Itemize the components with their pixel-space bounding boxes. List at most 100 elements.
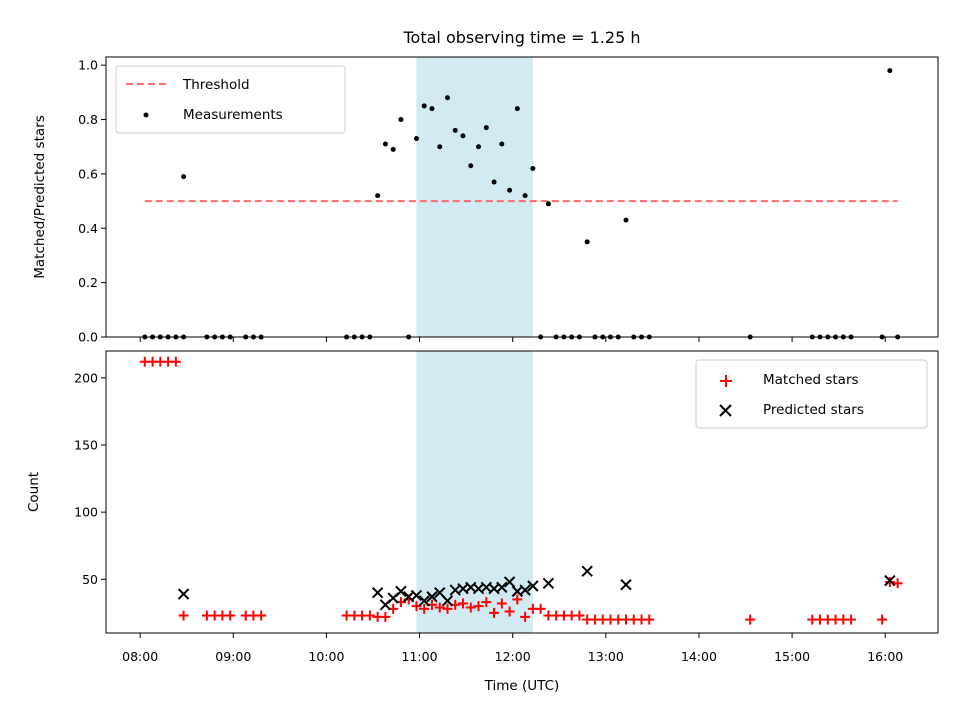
observing-window-span <box>416 57 533 337</box>
matched-star-point <box>535 603 546 614</box>
bottom-legend-box <box>695 359 928 429</box>
measurement-point <box>382 141 388 147</box>
bottom-axes-frame <box>105 350 939 634</box>
predicted-star-point <box>371 587 384 599</box>
matched-star-point <box>496 598 507 609</box>
bottom-x-ticks: 08:00 09:00 10:00 11:00 12:00 13:00 14:00 15:00… <box>122 633 903 664</box>
y-tick-label: 0.8 <box>78 112 98 127</box>
measurement-point <box>476 144 482 150</box>
x-tick-label: 12:00 <box>495 649 531 664</box>
measurement-point <box>887 68 893 74</box>
y-tick-label: 150 <box>74 438 98 453</box>
matched-star-point <box>256 610 267 621</box>
y-tick-label: 0.2 <box>78 275 98 290</box>
x-axis-label: Time (UTC) <box>484 678 560 694</box>
x-tick-label: 14:00 <box>681 649 717 664</box>
matched-star-point <box>364 610 375 621</box>
x-tick-label: 16:00 <box>867 649 903 664</box>
predicted-star-point <box>426 591 438 603</box>
predicted-star-point <box>496 581 508 594</box>
predicted-star-point <box>542 577 555 590</box>
y-tick-label: 50 <box>82 572 98 587</box>
predicted-star-point <box>441 595 454 607</box>
predicted-star-point <box>395 585 407 598</box>
matched-star-point <box>170 356 181 367</box>
predicted-star-point <box>177 588 190 600</box>
legend-predicted-label: Predicted stars <box>763 402 864 418</box>
measurement-point <box>468 163 474 169</box>
legend-threshold-label: Threshold <box>182 77 250 93</box>
chart-title: Total observing time = 1.25 h <box>402 28 640 47</box>
count-points <box>139 356 903 625</box>
top-axes-frame <box>105 56 939 338</box>
measurement-point <box>444 95 450 101</box>
measurement-point <box>437 144 443 150</box>
matched-star-point <box>458 598 469 609</box>
predicted-star-point <box>418 595 430 607</box>
measurement-point <box>514 106 520 112</box>
matched-star-point <box>473 601 484 612</box>
x-tick-label: 09:00 <box>215 649 251 664</box>
measurement-point <box>530 165 536 171</box>
bottom-y-ticks: 50 100 150 200 <box>74 370 106 587</box>
matched-star-point <box>442 603 453 614</box>
measurement-point <box>452 127 458 133</box>
x-tick-label: 13:00 <box>588 649 624 664</box>
measurement-point <box>181 174 187 180</box>
y-tick-label: 0.4 <box>78 221 98 236</box>
predicted-star-point <box>410 589 423 602</box>
matched-star-point <box>520 611 531 622</box>
matched-star-point <box>504 606 515 617</box>
legend-matched-swatch <box>720 375 732 387</box>
matched-star-point <box>481 597 492 608</box>
predicted-star-point <box>527 580 539 592</box>
measurement-point <box>522 193 528 199</box>
matched-star-point <box>434 602 445 613</box>
legend-predicted-swatch <box>719 404 732 417</box>
y-tick-label: 1.0 <box>78 58 98 73</box>
measurement-point <box>413 136 419 142</box>
top-legend-box <box>115 65 346 134</box>
top-y-ticks: 0.0 0.2 0.4 0.6 0.8 1.0 <box>78 58 106 345</box>
y-tick-label: 0.0 <box>78 330 98 345</box>
measurement-point <box>491 179 497 185</box>
measurement-point <box>421 103 427 109</box>
bottom-legend: Matched stars Predicted stars <box>695 359 928 429</box>
matched-star-point <box>465 602 476 613</box>
top-legend: Threshold Measurements <box>115 65 346 134</box>
matched-star-point <box>512 594 523 605</box>
x-tick-label: 11:00 <box>402 649 438 664</box>
bottom-panel: 50 100 150 200 08:00 09:00 10:00 11:00 12:00 13:… <box>26 350 939 694</box>
top-highlight-span <box>416 57 533 337</box>
legend-measurements-label: Measurements <box>183 107 283 123</box>
matched-star-point <box>745 614 756 625</box>
matched-star-point <box>380 611 391 622</box>
top-x-ticks <box>139 337 886 342</box>
x-tick-label: 08:00 <box>122 649 158 664</box>
measurement-point <box>623 217 629 223</box>
predicted-star-point <box>503 576 516 588</box>
matched-star-point <box>846 614 857 625</box>
top-panel: 0.0 0.2 0.4 0.6 0.8 1.0 Total observing time … <box>32 28 939 345</box>
legend-matched-label: Matched stars <box>763 372 859 388</box>
measurement-point <box>507 187 513 193</box>
legend-measurements-swatch <box>143 112 149 118</box>
measurement-point <box>483 125 489 131</box>
matched-star-point <box>644 614 655 625</box>
matched-star-point <box>178 610 189 621</box>
predicted-star-point <box>581 565 593 577</box>
bottom-y-axis-label: Count <box>26 472 42 512</box>
matched-star-point <box>892 578 903 589</box>
measurement-point <box>545 201 551 207</box>
measurement-point <box>460 133 466 139</box>
measurement-point <box>375 193 381 199</box>
measurement-point <box>398 117 404 123</box>
predicted-star-point <box>620 578 632 591</box>
predicted-star-point <box>519 584 531 596</box>
matched-star-point <box>489 607 500 618</box>
y-tick-label: 200 <box>74 370 98 385</box>
measurement-point <box>429 106 435 112</box>
matched-star-point <box>877 614 888 625</box>
measurement-point <box>390 146 396 152</box>
